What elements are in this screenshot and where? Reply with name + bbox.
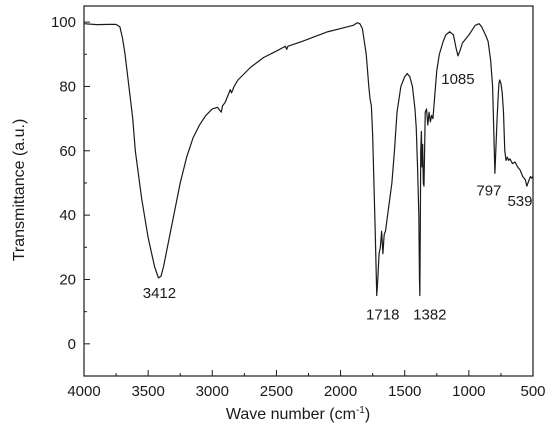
y-axis: 0 20 40 60 80 100	[51, 14, 90, 353]
x-axis-title-tail: )	[365, 406, 370, 423]
y-tick-label: 60	[59, 143, 76, 160]
plot-border	[83, 5, 534, 377]
x-axis: 4000 3500 3000 2500 2000 1500 1000 500	[67, 370, 546, 400]
x-tick-label: 3000	[196, 383, 229, 400]
series-group	[83, 22, 534, 297]
y-axis-title: Transmittance (a.u.)	[11, 119, 28, 262]
x-tick-label: 2000	[324, 383, 357, 400]
x-axis-title-main: Wave number (cm	[226, 406, 356, 423]
x-tick-label: 2500	[260, 383, 293, 400]
y-tick-label: 0	[68, 336, 76, 353]
peak-label: 1718	[366, 307, 399, 324]
peak-label: 3412	[143, 285, 176, 302]
y-tick-label: 40	[59, 207, 76, 224]
y-tick-label: 80	[59, 78, 76, 95]
plot-frame	[83, 5, 534, 377]
x-axis-title-superscript: -1	[356, 405, 365, 416]
x-axis-title: Wave number (cm-1)	[226, 405, 370, 423]
spectrum-line	[83, 22, 534, 297]
peak-label: 797	[476, 182, 501, 199]
y-tick-label: 20	[59, 271, 76, 288]
peak-label: 1085	[441, 71, 474, 88]
x-tick-label: 3500	[131, 383, 164, 400]
x-tick-label: 1000	[452, 383, 485, 400]
peak-annotations: 3412 1718 1382 1085 797 539	[143, 71, 533, 324]
x-tick-label: 500	[520, 383, 545, 400]
peak-label: 1382	[413, 307, 446, 324]
y-tick-label: 100	[51, 14, 76, 31]
peak-label: 539	[507, 193, 532, 210]
x-tick-label: 4000	[67, 383, 100, 400]
x-tick-label: 1500	[388, 383, 421, 400]
